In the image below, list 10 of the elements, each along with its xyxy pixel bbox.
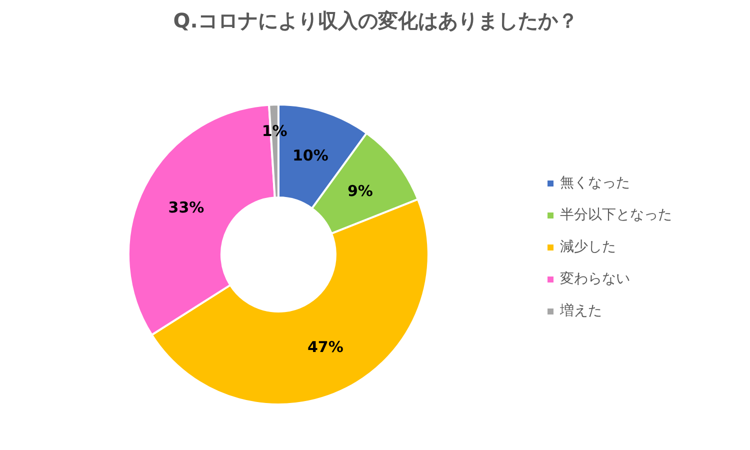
data-label: 47% [307,338,344,356]
data-label: 33% [168,198,204,216]
data-label: 10% [292,146,328,165]
legend-label: 半分以下となった [560,206,672,224]
legend-label: 減少した [560,238,616,256]
legend-label: 無くなった [560,174,630,192]
data-label: 9% [348,182,373,200]
legend-label: 変わらない [560,270,630,288]
legend-label: 増えた [560,302,602,320]
chart-title: Q.コロナにより収入の変化はありましたか？ [173,8,578,32]
